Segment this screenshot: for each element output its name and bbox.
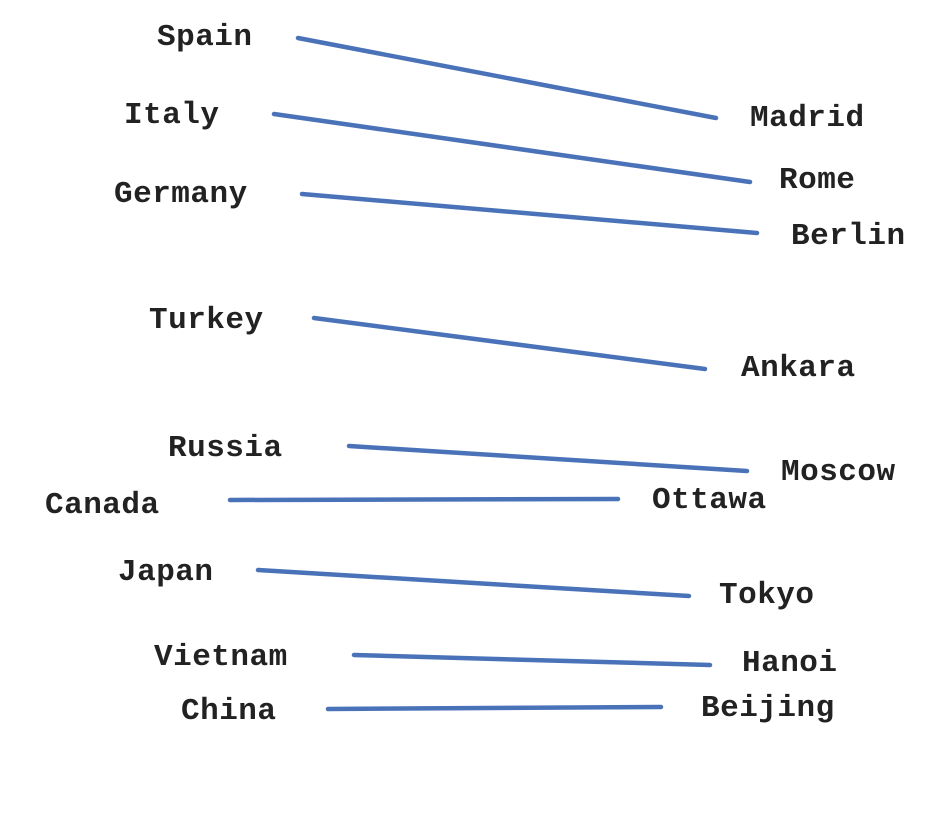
capital-ankara: Ankara [741,351,856,386]
capital-berlin: Berlin [791,219,906,254]
connector-vietnam-hanoi [351,652,713,668]
capital-hanoi: Hanoi [742,646,838,681]
country-turkey: Turkey [149,303,264,338]
connector-japan-tokyo [255,567,692,599]
country-italy: Italy [124,98,220,133]
connector-spain-madrid [295,35,719,121]
connector-italy-rome [271,111,753,185]
connector-china-beijing [325,704,664,712]
capital-beijing: Beijing [701,691,835,726]
country-vietnam: Vietnam [154,640,288,675]
capital-moscow: Moscow [781,455,896,490]
capital-rome: Rome [779,163,856,198]
country-spain: Spain [157,20,253,55]
connector-russia-moscow [346,443,750,474]
connector-turkey-ankara [311,315,708,372]
country-russia: Russia [168,431,283,466]
capital-ottawa: Ottawa [652,483,767,518]
country-germany: Germany [114,177,248,212]
connector-germany-berlin [299,191,760,236]
country-china: China [181,694,277,729]
country-canada: Canada [45,488,160,523]
connector-canada-ottawa [227,496,621,503]
capital-tokyo: Tokyo [719,578,815,613]
capital-madrid: Madrid [750,101,865,136]
country-japan: Japan [118,555,214,590]
